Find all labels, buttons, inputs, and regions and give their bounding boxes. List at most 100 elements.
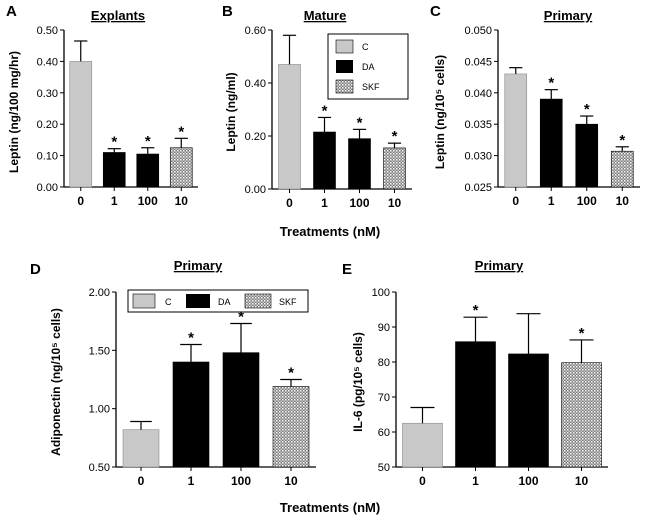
panel-d-bar [172,361,210,468]
panel-b-significance-star: * [322,102,328,119]
panel-c-x-tick-label: 0 [512,194,519,208]
panel-e-y-tick-label: 70 [378,392,390,404]
panel-b-bar [278,64,301,190]
legend-label-da: DA [218,297,231,307]
panel-b-x-tick-label: 10 [388,196,402,210]
panel-c-y-tick-label: 0.045 [464,56,492,68]
panel-b-significance-star: * [392,128,398,145]
panel-a-x-tick-label: 100 [138,194,158,208]
panel-e-y-tick-label: 90 [378,322,390,334]
panel-b-y-tick-label: 0.60 [245,25,266,37]
panel-c-bar [504,73,528,188]
panel-a-bar [136,153,160,188]
panel-d-significance-star: * [238,309,244,326]
panel-e-y-tick-label: 100 [372,287,390,299]
legend-swatch-da [186,294,210,308]
panel-a-bar [169,147,193,188]
panel-d-letter: D [30,261,41,278]
panel-a-y-tick-label: 0.40 [37,56,58,68]
panel-c-ylabel: Leptin (ng/10⁵ cells) [433,55,447,169]
panel-e-bar [455,341,496,468]
panel-b-significance-star: * [357,114,363,131]
panel-b-y-tick-label: 0.20 [245,131,266,143]
panel-b-title: Mature [304,8,347,23]
legend-swatch-skf [244,293,272,309]
panel-c-significance-star: * [584,101,590,118]
panel-a-y-tick-label: 0.20 [37,119,58,131]
panel-d-bar [122,429,160,468]
panel-a-y-tick-label: 0.50 [37,25,58,37]
panel-b-bar [348,138,371,190]
panel-a-y-tick-label: 0.30 [37,88,58,100]
panel-b-y-tick-label: 0.00 [245,184,266,196]
panel-c-significance-star: * [619,132,625,149]
panel-c-bar [610,150,634,188]
legend-label-da: DA [362,62,375,72]
panel-c-letter: C [430,3,441,20]
panel-e-significance-star: * [579,325,585,342]
legend-label-control: C [362,42,369,52]
x-axis-label-bottom: Treatments (nM) [280,500,380,515]
panel-d-bar [272,386,310,468]
panel-d: D Primary Adiponectin (ng/10⁵ cells) 0.5… [30,258,316,488]
panel-c-x-tick-label: 100 [577,194,597,208]
panel-c: C Primary Leptin (ng/10⁵ cells) 0.025 0.0… [430,3,640,208]
panel-e-y-tick-label: 60 [378,427,390,439]
panel-c-y-tick-label: 0.030 [464,151,492,163]
panel-e-bar [508,353,549,468]
panel-d-significance-star: * [288,365,294,382]
panel-b-bar [383,147,406,190]
panel-a-y-tick-label: 0.00 [37,182,58,194]
panel-d-y-tick-label: 1.50 [89,345,110,357]
panel-a: A Explants Leptin (ng/100 mg/hr) 0.00 0.1… [6,3,198,208]
panel-a-x-tick-label: 10 [175,194,189,208]
panel-c-title: Primary [544,8,593,23]
panel-c-y-tick-label: 0.025 [464,182,492,194]
panel-a-x-tick-label: 1 [111,194,118,208]
panel-d-y-tick-label: 1.00 [89,404,110,416]
legend-swatch-control [132,293,156,309]
x-axis-label-top: Treatments (nM) [280,224,380,239]
panel-e-ylabel: IL-6 (pg/10⁵ cells) [351,332,365,432]
panel-b-x-tick-label: 1 [321,196,328,210]
panel-b-x-tick-label: 100 [349,196,369,210]
panel-d-y-tick-label: 0.50 [89,462,110,474]
panel-c-bar [539,98,563,188]
panel-c-x-tick-label: 1 [548,194,555,208]
panel-e-y-tick-label: 80 [378,357,390,369]
panel-c-bar [575,123,599,188]
panel-b-x-tick-label: 0 [286,196,293,210]
legend-label-control: C [165,297,172,307]
panel-c-y-tick-label: 0.040 [464,88,492,100]
panel-a-y-tick-label: 0.10 [37,151,58,163]
panel-d-plot: 0.50 1.00 1.50 2.00 0 * 1 * 100 * 10 [89,287,316,488]
panel-c-significance-star: * [548,75,554,92]
legend-swatch-skf [335,79,354,94]
panel-e-significance-star: * [473,302,479,319]
panel-a-bar [69,61,93,188]
panel-d-x-tick-label: 1 [188,474,195,488]
panel-b-letter: B [222,3,233,20]
legend-label-skf: SKF [279,297,297,307]
panel-e-x-tick-label: 100 [518,474,538,488]
panel-b-plot: 0.00 0.20 0.40 0.60 0 * 1 * 100 * 10 [245,25,412,210]
panel-a-title: Explants [91,8,145,23]
panel-a-x-tick-label: 0 [77,194,84,208]
panel-a-letter: A [6,3,17,20]
panel-b-ylabel: Leptin (ng/ml) [224,72,238,151]
panel-a-plot: 0.00 0.10 0.20 0.30 0.40 0.50 0 * 1 * 100 * 10 [37,25,198,208]
panel-d-significance-star: * [188,330,194,347]
panel-b-bar [313,131,336,190]
panel-a-bar [102,152,126,188]
panel-a-significance-star: * [178,123,184,140]
panel-d-ylabel: Adiponectin (ng/10⁵ cells) [49,308,63,456]
panel-e-bar [402,422,443,468]
legend-swatch-control [335,39,354,54]
panel-e-bar [561,362,602,468]
panel-e-x-tick-label: 10 [575,474,589,488]
panel-b-y-tick-label: 0.40 [245,78,266,90]
panel-c-plot: 0.025 0.030 0.035 0.040 0.045 0.050 0 * 1 * 100 * 10 [464,25,640,208]
panel-c-x-tick-label: 10 [616,194,630,208]
panel-d-bar [222,352,260,468]
